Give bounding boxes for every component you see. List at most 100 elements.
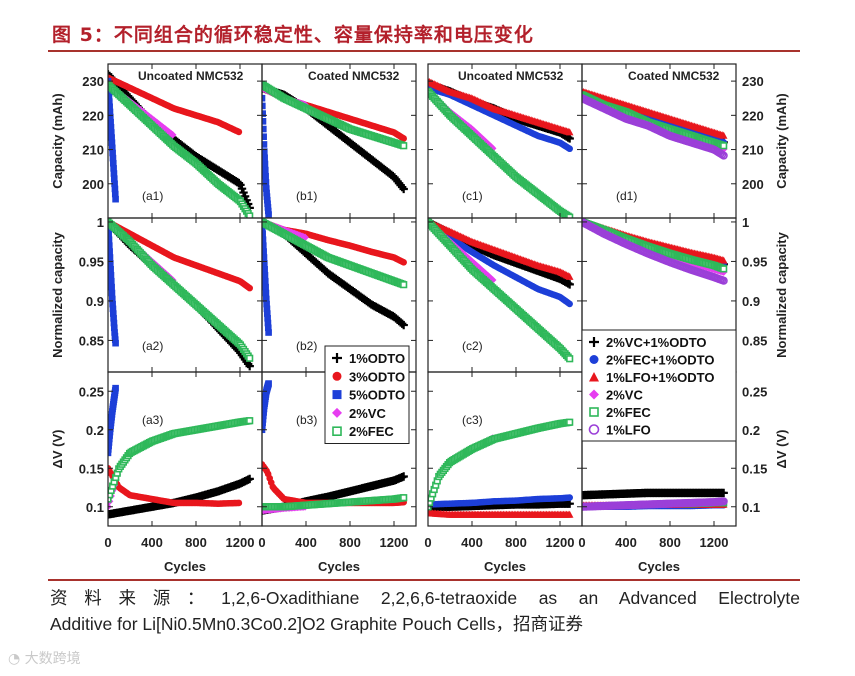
x-tick-label: 400 xyxy=(141,535,163,550)
marker-point xyxy=(262,248,267,255)
y-tick-label: 0.2 xyxy=(86,423,104,438)
panel-c1: (c1) Uncoated NMC532 xyxy=(427,63,583,219)
marker-point xyxy=(263,193,271,200)
marker-point xyxy=(262,118,267,125)
panel-b2: (b2) xyxy=(261,217,417,373)
marker-point xyxy=(400,135,407,142)
y-tick-label: 230 xyxy=(742,74,764,89)
marker-point xyxy=(262,94,266,102)
marker-point xyxy=(111,190,119,198)
marker-point xyxy=(262,230,266,238)
y-tick-label: 0.9 xyxy=(86,294,104,309)
panel-label: (c3) xyxy=(462,413,483,427)
marker-point xyxy=(262,166,269,174)
series-2-fec xyxy=(582,218,728,273)
marker-point xyxy=(400,142,408,150)
marker-point xyxy=(108,449,112,457)
multi-panel-chart: (a1)Uncoated NMC532200210220230Capacity … xyxy=(50,63,789,574)
panel-a1: (a1)Uncoated NMC532200210220230Capacity … xyxy=(50,63,263,219)
marker-point xyxy=(108,446,112,453)
y-tick-label: 0.1 xyxy=(86,500,104,515)
marker-point xyxy=(265,329,272,336)
series-1-lfo-1-odto xyxy=(428,218,574,280)
marker-point xyxy=(109,300,116,308)
series-2-fec xyxy=(108,80,254,218)
marker-point xyxy=(264,314,271,322)
panel-label: (b3) xyxy=(296,413,317,427)
y-axis-label: Normalized capacity xyxy=(774,231,789,357)
column-title: Coated NMC532 xyxy=(628,69,720,83)
marker-point xyxy=(262,422,266,430)
series-2-fec xyxy=(108,218,254,362)
marker-point xyxy=(262,416,267,423)
marker-point xyxy=(262,295,270,303)
marker-point xyxy=(265,211,272,218)
panel-data xyxy=(262,380,408,515)
marker-point xyxy=(108,124,115,131)
marker-point xyxy=(108,495,112,503)
panel-data xyxy=(582,488,728,511)
marker-point xyxy=(262,412,267,420)
marker-point xyxy=(262,154,268,162)
marker-point xyxy=(264,200,271,208)
marker-point xyxy=(566,418,574,426)
marker-point xyxy=(264,204,272,211)
y-tick-label: 1 xyxy=(742,215,749,230)
panel-label: (a1) xyxy=(142,189,163,203)
marker-point xyxy=(262,266,268,273)
x-axis-label: Cycles xyxy=(318,559,360,574)
y-tick-label: 0.25 xyxy=(79,384,104,399)
marker-point xyxy=(108,271,115,279)
series-2-fec xyxy=(262,80,408,150)
marker-point xyxy=(565,128,574,136)
column-title: Coated NMC532 xyxy=(308,69,400,83)
x-tick-label: 1200 xyxy=(546,535,575,550)
panel-label: (c1) xyxy=(462,189,483,203)
series-1-lfo xyxy=(582,94,728,160)
marker-point xyxy=(262,172,269,180)
x-axis-label: Cycles xyxy=(484,559,526,574)
marker-point xyxy=(108,432,113,439)
marker-point xyxy=(565,272,574,280)
series-1-lfo-1-odto xyxy=(428,509,574,518)
marker-point xyxy=(246,212,254,218)
marker-point xyxy=(112,384,119,392)
marker-point xyxy=(108,248,113,255)
marker-point xyxy=(399,184,408,194)
marker-point xyxy=(399,320,408,330)
panel-data xyxy=(108,70,254,218)
y-axis-label: ΔV (V) xyxy=(50,430,65,469)
y-tick-label: 0.85 xyxy=(742,333,767,348)
marker-point xyxy=(108,266,114,273)
y-tick-label: 210 xyxy=(82,143,104,158)
panel-label: (b1) xyxy=(296,189,317,203)
x-tick-label: 1200 xyxy=(226,535,255,550)
y-tick-label: 0.95 xyxy=(79,254,104,269)
marker-point xyxy=(108,129,115,136)
marker-point xyxy=(263,305,271,313)
x-tick-label: 800 xyxy=(505,535,527,550)
marker-point xyxy=(263,300,270,308)
marker-point xyxy=(108,289,116,297)
marker-point xyxy=(111,329,118,336)
marker-point xyxy=(108,277,115,285)
marker-point xyxy=(719,256,728,264)
series-1-odto xyxy=(108,474,254,519)
marker-point xyxy=(400,494,408,502)
panel-label: (a3) xyxy=(142,413,163,427)
y-tick-label: 0.85 xyxy=(79,333,104,348)
column-title: Uncoated NMC532 xyxy=(138,69,244,83)
column-title: Uncoated NMC532 xyxy=(458,69,564,83)
series-2-fec xyxy=(582,91,728,150)
marker-point xyxy=(111,180,118,188)
marker-point xyxy=(566,213,574,218)
marker-point xyxy=(108,442,112,450)
marker-point xyxy=(108,93,113,100)
marker-point xyxy=(301,233,309,242)
marker-point xyxy=(108,139,116,147)
marker-point xyxy=(108,103,113,111)
marker-point xyxy=(109,154,117,162)
